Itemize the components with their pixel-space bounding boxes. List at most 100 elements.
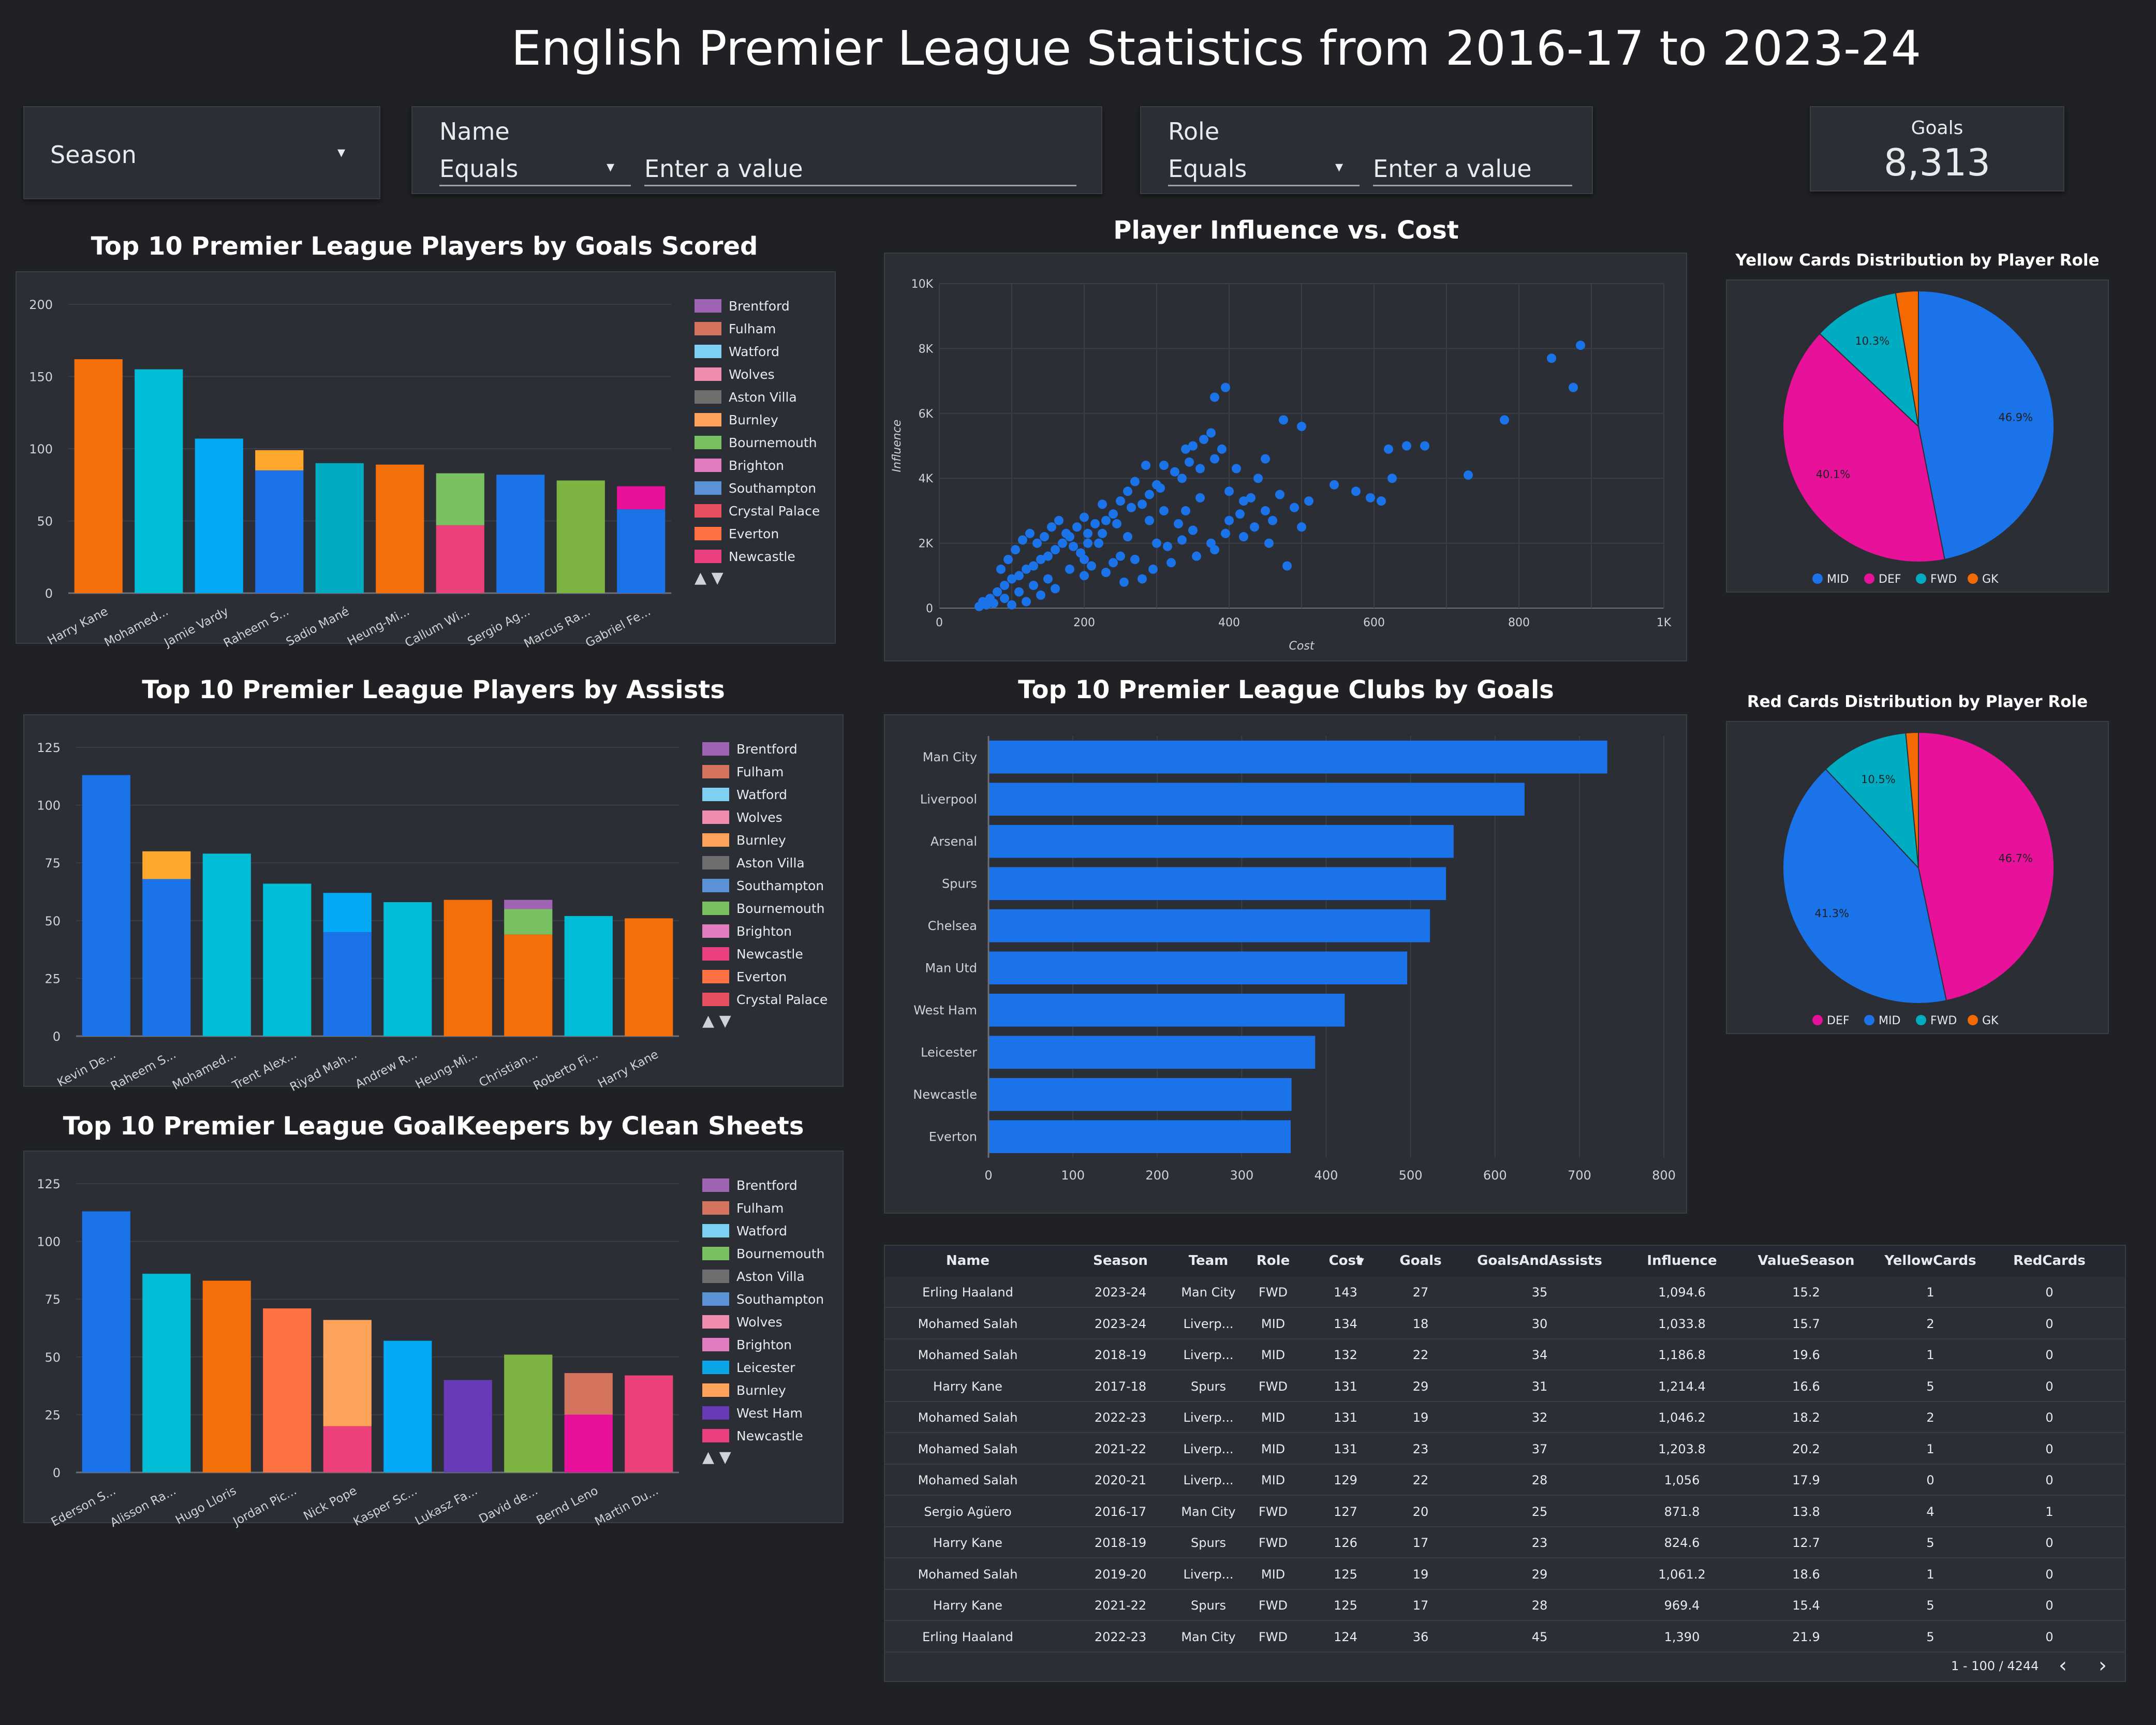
goals-legend-swatch xyxy=(695,459,721,472)
scatter-point xyxy=(1210,392,1219,402)
table-row[interactable]: Erling Haaland 2022-23 Man City FWD 124 36 45 1… xyxy=(885,1621,2125,1653)
col-header-name[interactable]: Name xyxy=(946,1253,990,1269)
scatter-point xyxy=(1297,421,1306,431)
goals-chart-panel: 0 50 100 150 200 Harry Kane Mohamed... Jamie Va… xyxy=(16,271,836,651)
chevron-down-icon[interactable]: ▾ xyxy=(607,158,615,176)
role-operator-select[interactable]: Equals xyxy=(1168,155,1247,183)
assists-legend-label: Aston Villa xyxy=(736,856,805,871)
col-header-valueseason[interactable]: ValueSeason xyxy=(1758,1253,1855,1269)
name-value-input[interactable]: Enter a value xyxy=(644,155,803,183)
goals-bar xyxy=(436,525,484,593)
col-header-goalsandassists[interactable]: GoalsAndAssists xyxy=(1477,1253,1602,1269)
table-cell: 5 xyxy=(1926,1598,1935,1613)
table-cell: MID xyxy=(1261,1316,1286,1331)
table-cell: 5 xyxy=(1926,1536,1935,1550)
role-filter: Role Equals ▾ Enter a value xyxy=(1140,106,1593,194)
table-cell: 131 xyxy=(1334,1410,1357,1425)
goals-xtick-label: Sergio Ag... xyxy=(465,605,532,648)
cleansheets-xtick-label: Martin Du... xyxy=(593,1484,660,1528)
table-cell: Man City xyxy=(1181,1504,1236,1519)
cleansheets-legend-swatch xyxy=(702,1338,729,1351)
goals-legend-label: Fulham xyxy=(729,321,776,336)
table-cell: 0 xyxy=(2045,1536,2054,1550)
goals-legend-swatch xyxy=(695,390,721,404)
goals-legend-label: Burnley xyxy=(729,412,778,427)
role-input-underline xyxy=(1373,185,1572,186)
yellow-slice xyxy=(1918,290,2055,561)
table-row[interactable]: Mohamed Salah 2020-21 Liverp... MID 129 22 28 1… xyxy=(885,1465,2125,1496)
goals-legend-label: Newcastle xyxy=(729,549,795,564)
table-row[interactable]: Harry Kane 2017-18 Spurs FWD 131 29 31 1,214.4 1… xyxy=(885,1371,2125,1402)
table-cell: 17 xyxy=(1412,1598,1429,1613)
goals-legend-label: Aston Villa xyxy=(729,390,797,405)
season-dropdown[interactable]: Season ▾ xyxy=(23,106,380,199)
table-cell: Spurs xyxy=(1190,1598,1227,1613)
chevron-down-icon[interactable]: ▾ xyxy=(1335,158,1343,176)
goals-legend-pager-icon: ▲ ▼ xyxy=(695,569,723,587)
table-row[interactable]: Harry Kane 2018-19 Spurs FWD 126 17 23 824.6 12.… xyxy=(885,1527,2125,1558)
cleansheets-bar xyxy=(564,1414,613,1472)
table-header-row: Name Season Team Role Cost ▼ Goals Goals… xyxy=(885,1246,2125,1277)
cleansheets-bar xyxy=(625,1375,673,1472)
table-cell: 143 xyxy=(1334,1285,1357,1300)
table-cell: Man City xyxy=(1181,1285,1236,1300)
cleansheets-ytick-label: 100 xyxy=(37,1235,61,1249)
table-cell: 29 xyxy=(1412,1379,1429,1394)
table-cell: 0 xyxy=(2045,1316,2054,1331)
goals-legend-label: Brighton xyxy=(729,458,784,473)
scatter-point xyxy=(1000,594,1009,603)
cleansheets-xtick-label: Alisson Ra... xyxy=(108,1484,179,1530)
scatter-ytick-label: 0 xyxy=(926,602,933,615)
col-header-redcards[interactable]: RedCards xyxy=(2013,1253,2086,1269)
col-header-season[interactable]: Season xyxy=(1093,1253,1148,1269)
next-page-icon[interactable]: › xyxy=(2099,1654,2107,1677)
table-cell: 2019-20 xyxy=(1094,1567,1147,1582)
table-row[interactable]: Erling Haaland 2023-24 Man City FWD 143 27 35 1… xyxy=(885,1277,2125,1308)
col-header-role[interactable]: Role xyxy=(1256,1253,1290,1269)
role-value-input[interactable]: Enter a value xyxy=(1373,155,1532,183)
table-row[interactable]: Mohamed Salah 2018-19 Liverp... MID 132 22 34 1… xyxy=(885,1339,2125,1370)
yellow-slice-label: 10.3% xyxy=(1855,335,1889,347)
cleansheets-legend-swatch xyxy=(702,1178,729,1192)
cleansheets-ytick-label: 75 xyxy=(45,1292,61,1307)
col-header-influence[interactable]: Influence xyxy=(1647,1253,1717,1269)
assists-ytick-label: 25 xyxy=(45,971,61,986)
role-operator-underline xyxy=(1168,185,1360,186)
assists-legend-pager-icon: ▲ ▼ xyxy=(702,1012,731,1030)
prev-page-icon[interactable]: ‹ xyxy=(2059,1654,2067,1677)
col-header-team[interactable]: Team xyxy=(1188,1253,1229,1269)
table-row[interactable]: Mohamed Salah 2022-23 Liverp... MID 131 19 32 1… xyxy=(885,1402,2125,1433)
table-row[interactable]: Mohamed Salah 2019-20 Liverp... MID 125 19 29 1… xyxy=(885,1559,2125,1590)
goals-bar xyxy=(195,438,243,593)
table-row[interactable]: Mohamed Salah 2023-24 Liverp... MID 134 18 30 1… xyxy=(885,1308,2125,1339)
players-table: Name Season Team Role Cost ▼ Goals Goals… xyxy=(884,1245,2126,1682)
table-row[interactable]: Mohamed Salah 2021-22 Liverp... MID 131 23 37 1… xyxy=(885,1434,2125,1465)
table-row[interactable]: Harry Kane 2021-22 Spurs FWD 125 17 28 969.4 15.… xyxy=(885,1590,2125,1621)
scatter-point xyxy=(1069,541,1078,551)
name-operator-select[interactable]: Equals xyxy=(439,155,519,183)
role-filter-label: Role xyxy=(1168,117,1220,145)
goals-legend-swatch xyxy=(695,367,721,381)
scatter-point xyxy=(1051,545,1060,555)
yellow-legend-label: GK xyxy=(1982,573,1999,586)
col-header-goals[interactable]: Goals xyxy=(1399,1253,1442,1269)
clubs-ytick-label: Liverpool xyxy=(920,792,977,806)
assists-legend-label: Burnley xyxy=(736,833,786,848)
sort-desc-icon[interactable]: ▼ xyxy=(1357,1256,1364,1267)
scatter-point xyxy=(1279,415,1288,425)
table-cell: 30 xyxy=(1531,1316,1548,1331)
col-header-cost[interactable]: Cost xyxy=(1328,1253,1363,1269)
goals-bar xyxy=(376,464,424,593)
assists-legend-swatch xyxy=(702,970,729,983)
scatter-point xyxy=(1195,493,1205,503)
cleansheets-ytick-label: 25 xyxy=(45,1408,61,1422)
table-row[interactable]: Sergio Agüero 2016-17 Man City FWD 127 20 25 87… xyxy=(885,1496,2125,1527)
col-header-yellowcards[interactable]: YellowCards xyxy=(1884,1253,1976,1269)
table-cell: Sergio Agüero xyxy=(924,1504,1012,1519)
cleansheets-ytick-label: 125 xyxy=(37,1177,61,1191)
scatter-xtick-label: 400 xyxy=(1218,616,1240,629)
scatter-point xyxy=(1232,464,1241,474)
scatter-point xyxy=(1098,499,1107,509)
cleansheets-xtick-label: Hugo Lloris xyxy=(173,1484,239,1527)
scatter-point xyxy=(1330,480,1339,490)
